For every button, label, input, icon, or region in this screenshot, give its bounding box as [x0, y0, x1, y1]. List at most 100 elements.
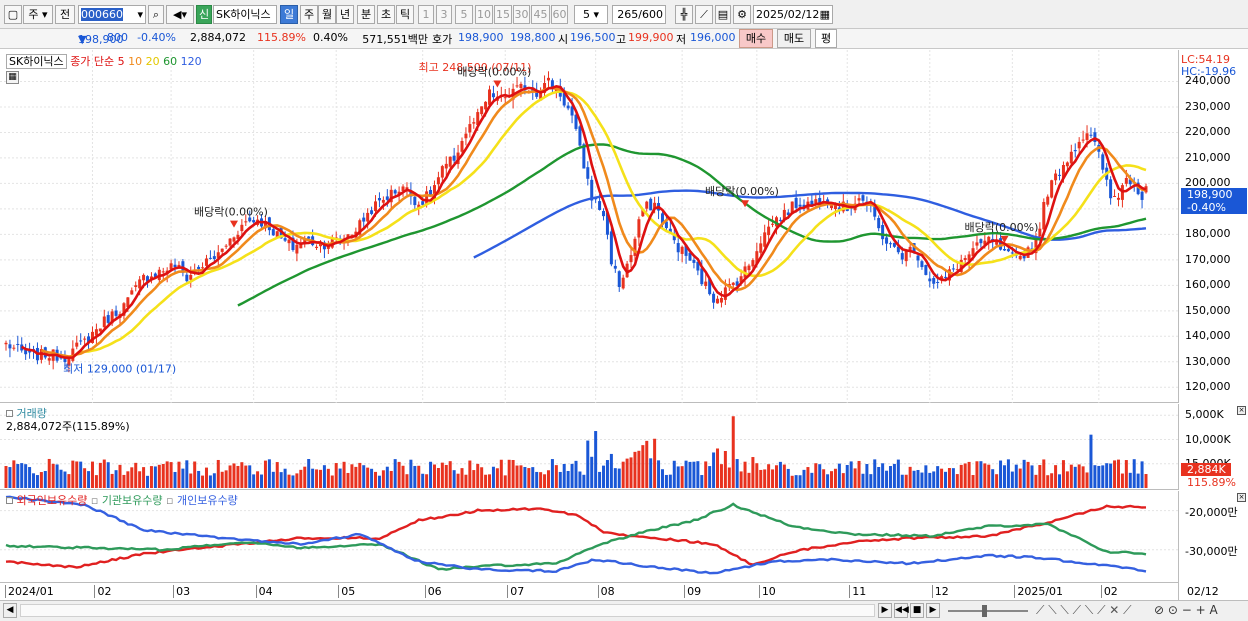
tool-icons[interactable]: ⟋ ⟍ ⟍ ⟋ ⟍ ⟋ ✕ ⟋	[1036, 603, 1132, 617]
volume-bar	[499, 459, 503, 488]
ma10-label: 10	[128, 55, 143, 68]
period-button[interactable]: 주	[300, 5, 318, 24]
zoom-slider[interactable]	[948, 610, 1028, 612]
candle-body	[488, 89, 492, 105]
candle-body	[562, 93, 566, 106]
interval-button[interactable]: 5	[455, 5, 473, 24]
candle-body	[90, 331, 94, 344]
zoom-slider-handle[interactable]	[982, 605, 987, 617]
interval-button[interactable]: 3	[436, 5, 452, 24]
close-icon[interactable]: ×	[1237, 493, 1246, 502]
period-button[interactable]: 틱	[396, 5, 414, 24]
candle-body	[385, 196, 389, 200]
period-button[interactable]: 년	[336, 5, 354, 24]
collapse-icon[interactable]	[6, 410, 13, 417]
volume-axis-tick: 5,000K	[1185, 408, 1224, 422]
candle-body	[951, 268, 955, 270]
interval-button[interactable]: 15	[494, 5, 512, 24]
candle-body	[12, 347, 16, 349]
candle-body	[142, 274, 146, 281]
sound-icon[interactable]: ◀▾	[166, 5, 194, 24]
date-input[interactable]: 2025/02/12 ▦	[753, 5, 833, 24]
volume-bar	[570, 463, 574, 488]
volume-bar	[90, 461, 94, 488]
draw-line-icon[interactable]: ⟋	[695, 5, 713, 24]
volume-bar	[307, 459, 311, 488]
candle	[763, 224, 767, 249]
volume-bar	[98, 462, 102, 488]
period-button[interactable]: 일	[280, 5, 298, 24]
candle-body	[1077, 141, 1081, 149]
rewind-icon[interactable]: ◀◀	[894, 603, 909, 618]
candle-body	[444, 163, 448, 169]
save-icon[interactable]: ▤	[715, 5, 731, 24]
candle	[1069, 144, 1073, 166]
calendar-icon[interactable]: ▦	[819, 8, 830, 21]
stock-code-input[interactable]: 000660 ▾	[78, 5, 146, 24]
candle-body	[885, 237, 889, 244]
volume-bar	[1128, 472, 1132, 488]
volume-bar	[951, 468, 955, 488]
candle-body	[106, 315, 110, 323]
candle	[629, 247, 633, 269]
buy-button[interactable]: 매수	[739, 29, 773, 48]
dividend-annotation: 배당락(0.00%)	[705, 185, 779, 198]
candle	[114, 305, 118, 319]
candle	[134, 281, 138, 292]
zoom-controls[interactable]: ⊘ ⊙ − + A	[1154, 603, 1218, 617]
period-type-select[interactable]: 주 ▾	[23, 5, 53, 24]
candle-body	[892, 242, 896, 247]
table-icon[interactable]: ▦	[6, 71, 19, 84]
volume-bar	[197, 470, 201, 488]
search-icon[interactable]: ⌕	[148, 5, 164, 24]
horizontal-scrollbar[interactable]	[20, 604, 875, 617]
collapse-icon[interactable]	[6, 497, 13, 504]
period-button[interactable]: 초	[377, 5, 395, 24]
window-menu-icon[interactable]: ▢	[4, 5, 22, 24]
holdings-chart[interactable]	[0, 491, 1178, 583]
volume-bar	[924, 465, 928, 488]
scroll-right-icon[interactable]: ▶	[878, 603, 892, 618]
interval-button[interactable]: 45	[531, 5, 550, 24]
volume-bar	[865, 464, 869, 488]
institution-label: 기관보유수량	[101, 494, 163, 507]
gear-icon[interactable]: ⚙	[733, 5, 751, 24]
volume-chart[interactable]	[0, 404, 1178, 490]
new-badge[interactable]: 신	[196, 5, 212, 24]
volume-bar	[932, 471, 936, 488]
volume-bar	[55, 464, 59, 488]
stock-name-field[interactable]: SK하이닉스	[213, 5, 277, 24]
data-count-input[interactable]: 265/600	[612, 5, 666, 24]
price-chart[interactable]: 최고 248,500 (07/11) 최저 129,000 (01/17) 배당락(…	[0, 50, 1178, 403]
candle-body	[1124, 178, 1128, 184]
scope-button[interactable]: 전	[55, 5, 75, 24]
volume-bar	[260, 474, 264, 488]
interval-button[interactable]: 1	[418, 5, 434, 24]
scroll-left-icon[interactable]: ◀	[3, 603, 17, 618]
interval-button[interactable]: 30	[513, 5, 530, 24]
candle-body	[609, 231, 613, 265]
play-icon[interactable]: ▶	[926, 603, 940, 618]
candle-body	[975, 242, 979, 246]
volume-bar	[142, 467, 146, 488]
period-button[interactable]: 분	[357, 5, 375, 24]
volume-bar	[16, 464, 20, 488]
volume-bar	[39, 472, 43, 488]
custom-interval-select[interactable]: 5 ▾	[574, 5, 608, 24]
candle-body	[291, 237, 295, 250]
period-button[interactable]: 월	[318, 5, 336, 24]
interval-button[interactable]: 60	[551, 5, 568, 24]
volume-bar	[488, 474, 492, 488]
candle	[1109, 176, 1113, 205]
volume-bar	[244, 465, 248, 488]
stop-icon[interactable]: ■	[910, 603, 924, 618]
interval-button[interactable]: 10	[475, 5, 493, 24]
eval-button[interactable]: 평	[815, 29, 837, 48]
crosshair-icon[interactable]: ╬	[675, 5, 693, 24]
candle	[370, 206, 374, 216]
sell-button[interactable]: 매도	[777, 29, 811, 48]
close-icon[interactable]: ×	[1237, 406, 1246, 415]
trade-amount: 571,551백만	[362, 33, 428, 46]
candle-body	[688, 252, 692, 261]
